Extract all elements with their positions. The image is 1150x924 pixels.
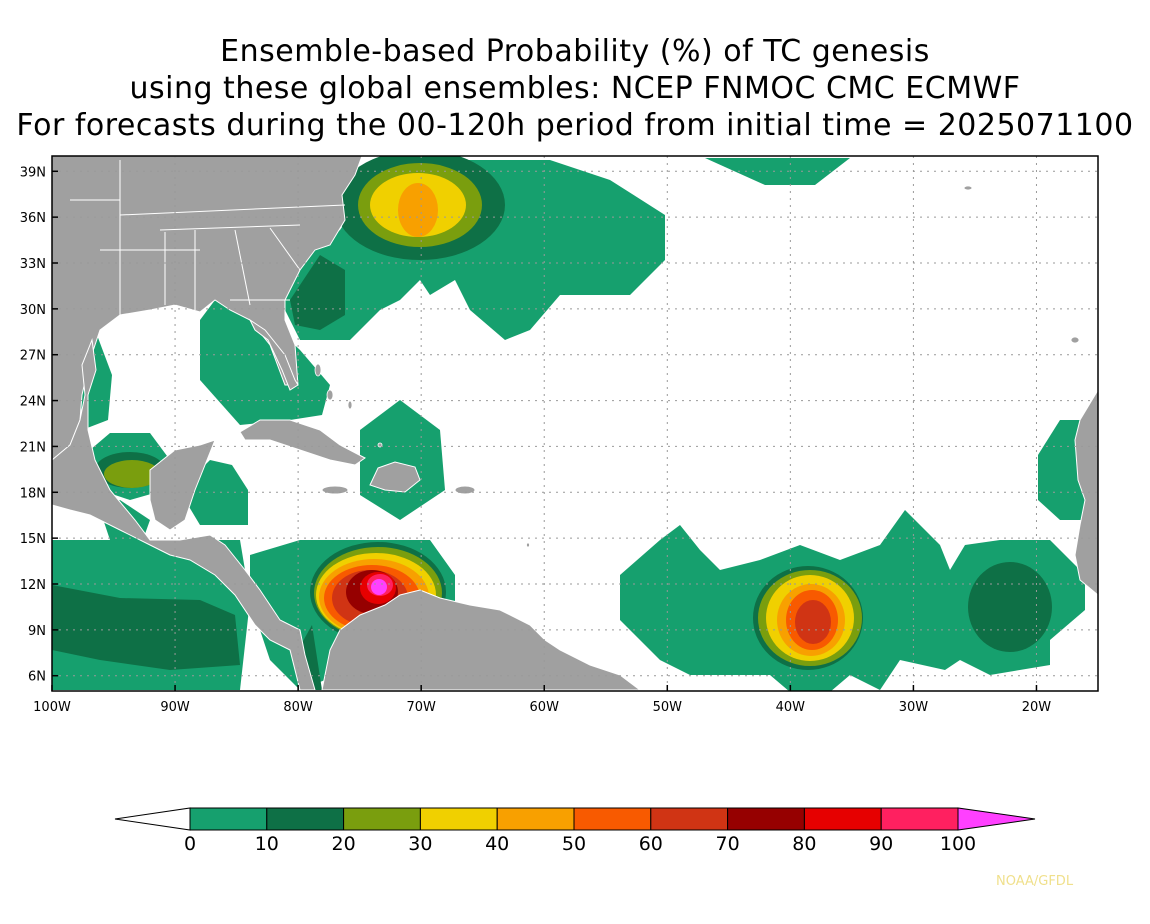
lon-tick-label: 60W [530,700,560,715]
small-islands [314,185,1080,548]
lat-tick-label: 15N [20,532,46,547]
colorbar-left-arrow [114,807,191,831]
colorbar-label: 80 [792,833,816,855]
lat-tick-label: 30N [20,303,46,318]
longitude-axis: 100W 90W 80W 70W 60W 50W 40W 30W 20W [33,685,1051,715]
credit-label: NOAA/GFDL [996,874,1074,889]
colorbar-swatch [573,807,652,831]
lon-tick-label: 40W [776,700,806,715]
state-borders [70,160,346,330]
lat-tick-label: 36N [20,211,46,226]
lat-tick-label: 9N [28,624,46,639]
lon-tick-label: 20W [1022,700,1052,715]
colorbar-label: 0 [184,833,196,855]
colorbar-swatch [343,807,421,831]
colorbar-swatch [880,807,959,831]
lon-tick-label: 80W [283,700,313,715]
title-line-3: For forecasts during the 00-120h period … [16,108,1134,143]
lat-tick-label: 33N [20,257,46,272]
title-line-1: Ensemble-based Probability (%) of TC gen… [220,34,930,69]
graticule [52,156,1098,691]
lon-tick-label: 100W [33,700,71,715]
colorbar-right-arrow [957,807,1036,831]
lat-tick-label: 39N [20,165,46,180]
colorbar-swatch [803,807,882,831]
lat-tick-label: 27N [20,349,46,364]
colorbar-label: 70 [716,833,740,855]
colorbar-label: 20 [332,833,356,855]
lon-tick-label: 30W [899,700,929,715]
colorbar: 0 10 20 30 40 50 60 70 80 90 100 [114,807,1036,855]
colorbar-swatch [266,807,345,831]
colorbar-swatch [189,807,268,831]
lat-tick-label: 24N [20,395,46,410]
latitude-axis: 39N 36N 33N 30N 27N 24N 21N 18N 15N 12N 9N 6N [20,165,58,685]
colorbar-swatch [727,807,805,831]
lon-tick-label: 90W [160,700,190,715]
land-masses [52,156,1098,691]
map-frame [51,155,1099,692]
colorbar-swatch [419,807,498,831]
map-content [52,156,1098,691]
colorbar-label: 30 [408,833,432,855]
colorbar-label: 40 [485,833,509,855]
colorbar-swatch [650,807,729,831]
lon-tick-label: 50W [653,700,683,715]
colorbar-label: 10 [255,833,279,855]
lat-tick-label: 12N [20,578,46,593]
title-line-2: using these global ensembles: NCEP FNMOC… [129,71,1021,106]
colorbar-label: 50 [562,833,586,855]
lat-tick-label: 6N [28,670,46,685]
lon-tick-label: 70W [406,700,436,715]
colorbar-label: 60 [639,833,663,855]
lat-tick-label: 18N [20,486,46,501]
colorbar-swatch [496,807,575,831]
colorbar-label: 100 [940,833,976,855]
lat-tick-label: 21N [20,440,46,455]
colorbar-label: 90 [869,833,893,855]
